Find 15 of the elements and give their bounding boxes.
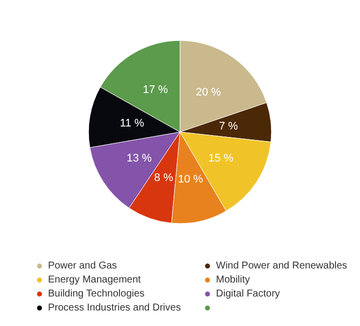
data-label: 20 % bbox=[196, 86, 222, 98]
legend-label: Digital Factory bbox=[216, 288, 280, 300]
data-label: 10 % bbox=[178, 174, 204, 186]
data-label: 7 % bbox=[218, 120, 238, 133]
legend-label: Mobility bbox=[216, 274, 250, 286]
legend-label: Process Industries and Drives bbox=[48, 302, 181, 314]
data-label: 17 % bbox=[142, 84, 168, 96]
legend-label: Wind Power and Renewables bbox=[216, 260, 348, 272]
data-label: 13 % bbox=[126, 152, 152, 165]
data-label: 8 % bbox=[154, 172, 174, 184]
legend-label: Power and Gas bbox=[48, 260, 117, 272]
legend-label: Energy Management bbox=[48, 274, 142, 286]
legend-label: Building Technologies bbox=[48, 288, 145, 300]
data-label: 11 % bbox=[120, 118, 144, 130]
data-label: 15 % bbox=[208, 152, 234, 165]
